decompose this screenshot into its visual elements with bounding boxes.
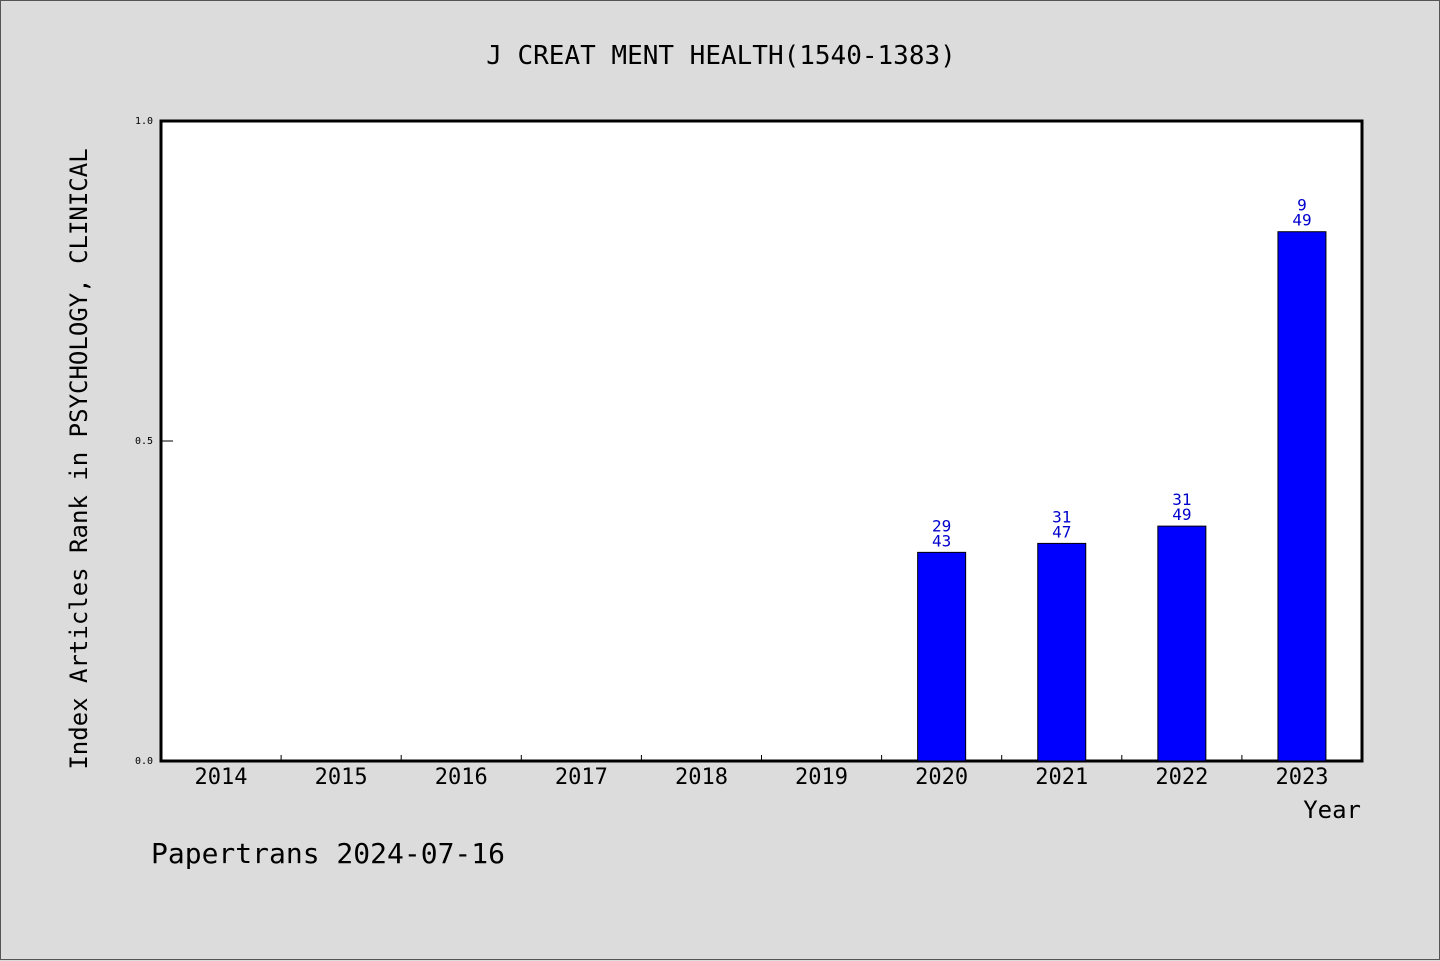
x-tick-label: 2019 [795, 765, 848, 790]
bar-rank-label: 29 [932, 516, 951, 535]
y-axis: 0.0 0.5 1.0 [135, 116, 173, 767]
x-axis-label: Year [1303, 796, 1361, 824]
x-tick-label: 2014 [195, 765, 248, 790]
y-tick-label: 0.5 [135, 436, 153, 447]
x-tick-label: 2021 [1035, 765, 1088, 790]
y-tick-label: 1.0 [135, 116, 153, 127]
x-tick-label: 2016 [435, 765, 488, 790]
bar-total-label: 43 [932, 531, 951, 550]
bar-rank-label: 31 [1052, 507, 1071, 526]
bar-2020 [917, 551, 967, 762]
bar-2023 [1277, 231, 1327, 762]
y-tick-label: 0.0 [135, 756, 153, 767]
x-tick-label: 2017 [555, 765, 608, 790]
bar-rank-label: 31 [1172, 490, 1191, 509]
x-tick-label: 2015 [315, 765, 368, 790]
bar-2022 [1157, 525, 1207, 762]
chart-title: J CREAT MENT HEALTH(1540-1383) [486, 41, 956, 71]
bars [917, 231, 1327, 762]
x-axis: 2014 2015 2016 2017 2018 2019 2020 2021 2022 2023 [195, 755, 1328, 790]
x-tick-label: 2020 [915, 765, 968, 790]
bar-rank-label: 9 [1297, 196, 1307, 215]
y-axis-label: Index Articles Rank in PSYCHOLOGY, CLINI… [65, 148, 93, 769]
bar-2021 [1037, 542, 1087, 762]
x-tick-label: 2023 [1275, 765, 1328, 790]
footer-credit: Papertrans 2024-07-16 [151, 837, 505, 870]
bar-total-label: 49 [1292, 211, 1311, 230]
x-tick-label: 2022 [1155, 765, 1208, 790]
x-tick-label: 2018 [675, 765, 728, 790]
bar-total-label: 49 [1172, 505, 1191, 524]
bar-total-label: 47 [1052, 522, 1071, 541]
